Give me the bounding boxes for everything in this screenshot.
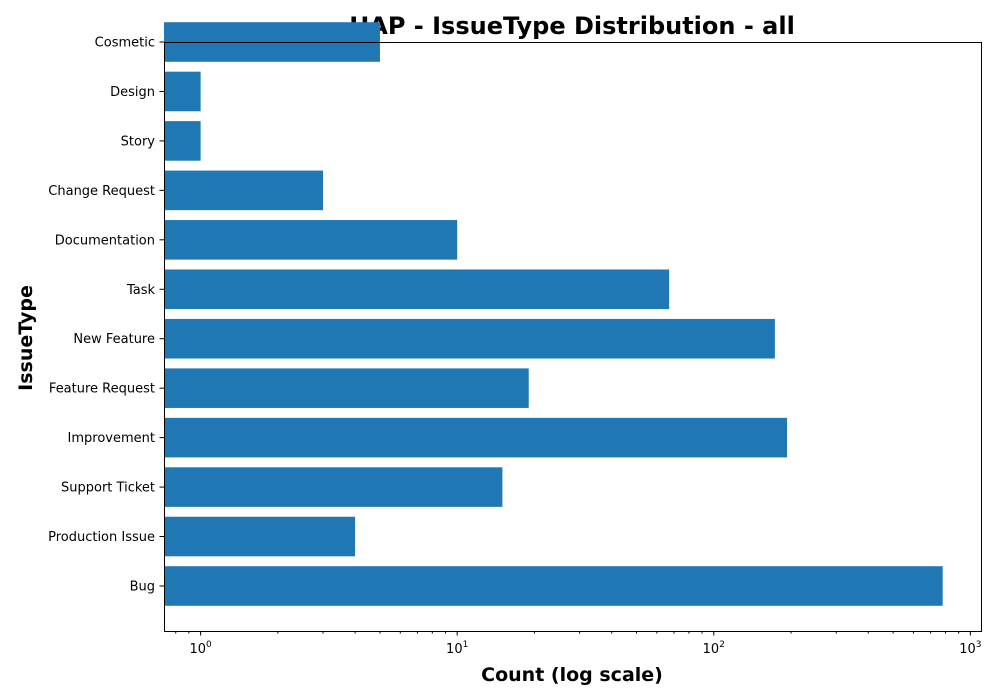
y-tick-label-production-issue: Production Issue	[48, 530, 155, 545]
y-axis-ticks: Bug Production Issue Support Ticket Improve…	[48, 36, 164, 595]
y-tick-label-story: Story	[121, 134, 156, 149]
x-axis-ticks: 100 101 102 103	[175, 631, 982, 657]
y-tick-label-support-ticket: Support Ticket	[61, 481, 155, 496]
y-tick-label-feature-request: Feature Request	[49, 382, 155, 397]
bar-documentation	[164, 220, 458, 260]
y-tick-label-new-feature: New Feature	[73, 332, 155, 347]
x-axis-label: Count (log scale)	[481, 664, 663, 686]
x-tick-label: 103	[959, 640, 981, 657]
y-tick-label-documentation: Documentation	[55, 233, 155, 248]
bar-design	[164, 71, 201, 112]
x-tick-label: 100	[189, 640, 212, 657]
bar-improvement	[164, 417, 788, 458]
y-axis-label: IssueType	[15, 285, 37, 391]
x-tick-label: 102	[703, 640, 725, 657]
chart-title: HAP - IssueType Distribution - all	[349, 12, 795, 40]
y-tick-label-improvement: Improvement	[68, 431, 155, 446]
bar-change-request	[164, 170, 324, 211]
bar-task	[164, 269, 670, 310]
y-tick-label-cosmetic: Cosmetic	[95, 36, 155, 51]
y-tick-label-task: Task	[126, 283, 156, 298]
y-tick-label-bug: Bug	[130, 580, 155, 595]
bar-support-ticket	[164, 467, 503, 507]
y-tick-label-design: Design	[110, 85, 155, 100]
bar-feature-request	[164, 368, 529, 408]
bar-production-issue	[164, 516, 356, 557]
bar-story	[164, 121, 201, 161]
bars	[164, 22, 943, 606]
bar-new-feature	[164, 318, 775, 359]
bar-bug	[164, 566, 943, 606]
y-tick-label-change-request: Change Request	[48, 184, 155, 199]
plot-frame	[164, 42, 982, 632]
x-tick-label: 101	[446, 640, 468, 657]
